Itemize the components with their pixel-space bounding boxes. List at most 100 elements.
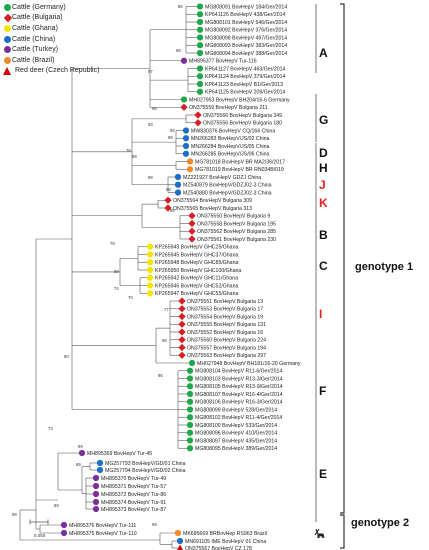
clade-label-i: I [319, 307, 322, 321]
tip-marker-bulgaria [178, 351, 186, 359]
tip-label: MG808097 BovHepV 435/Ger/2014 [195, 438, 277, 444]
legend-item: Cattle (Germany) [3, 2, 153, 13]
tip-marker-bulgaria [178, 312, 186, 321]
legend-marker-germany [4, 3, 11, 11]
tip-marker-ghana [146, 290, 154, 297]
bootstrap-label: 99 [168, 135, 173, 140]
genotype-bracket [340, 514, 345, 549]
tip-label: MN266284 BovHepV/JS/05 China [191, 144, 270, 150]
tip-label: MH895370 BovHepV Tur-49 [101, 476, 166, 482]
bootstrap-label: 70 [128, 295, 133, 300]
tip-label: MH027953 BovHepV BH204/16-6 Germany [189, 97, 290, 103]
bootstrap-label: 98 [152, 106, 157, 111]
tip-marker-china [96, 466, 104, 474]
bootstrap-label: 99 [78, 444, 83, 449]
bootstrap-label: 95 [158, 373, 163, 378]
tip-label: KP641125 BovHepV 209/Ger/2014 [205, 90, 285, 96]
tip-label: MH027948 BovHepV BH181/16-20 Germany [197, 361, 301, 367]
tip-marker-turkey [180, 57, 188, 64]
bootstrap-label: 89 [76, 462, 81, 467]
tip-marker-bulgaria [188, 219, 196, 228]
tip-label: MG808096 BovHepV 410/Ger/2014 [195, 431, 277, 437]
tip-label: ON375564 BovHepV Bulgaria 309 [173, 198, 252, 204]
clade-label-d: D [319, 146, 328, 160]
clade-label-f: F [319, 384, 326, 398]
clade-label-j: J [319, 178, 326, 192]
tip-marker-germany [196, 49, 204, 57]
tip-label: ON375554 BovHepV Bulgaria 19 [187, 314, 263, 320]
tip-marker-bulgaria [178, 297, 186, 305]
tip-label: MG808094 BovHepV 388/Ger/2014 [205, 51, 287, 57]
legend-label: Cattle (Turkey) [12, 46, 59, 54]
tip-marker-china [182, 150, 190, 157]
scale-bar-label: 0.050 [34, 533, 46, 538]
tip-marker-bulgaria [164, 204, 172, 212]
legend-label: Cattle (Ghana) [12, 24, 58, 32]
tip-label: ON375555 BovHepV Bulgaria 131 [187, 322, 266, 328]
tip-marker-germany [186, 445, 194, 452]
tip-marker-turkey [78, 449, 86, 457]
tip-label: MG808095 BovHepV 389/Ger/2014 [195, 446, 277, 452]
legend-item: Cattle (Brazil) [3, 55, 153, 66]
tip-label: MZ221927 BovHepV GDZJ China [183, 175, 261, 181]
tip-marker-germany [196, 26, 204, 33]
tip-label: MH895376 BovHepV Tur-111 [69, 523, 136, 529]
tip-label: MG808106 BovHepV R16-3/Ger/2014 [195, 400, 283, 406]
tip-marker-ghana [146, 282, 154, 289]
tip-marker-germany [196, 88, 204, 95]
tip-marker-germany [186, 429, 194, 436]
tip-label: ON375550 BovHepV Bulgaria 9 [197, 214, 270, 220]
tip-marker-china [174, 189, 182, 196]
tip-label: ON375552 BovHepV Bulgaria 16 [187, 330, 263, 336]
bootstrap-label: 76 [126, 148, 131, 153]
tip-marker-turkey [92, 498, 100, 506]
tip-label: MH895377 BovHepV Tur-116 [189, 59, 257, 65]
tip-label: MG808092 BovHepV 376/Ger/2014 [205, 28, 287, 34]
tip-markers [60, 3, 204, 550]
scale-bar: 0.050 [29, 519, 49, 538]
tip-marker-china [182, 135, 190, 142]
bootstrap-label: 74 [114, 286, 119, 291]
tip-marker-brazil [186, 166, 194, 173]
tip-marker-bulgaria [188, 227, 196, 235]
tip-marker-germany [196, 73, 204, 80]
tip-label: MN691105 IME BovHepV 01 China [185, 539, 266, 545]
clade-label-b: B [319, 228, 328, 242]
tip-label: MG808098 BovHepV 497/Ger/2014 [205, 35, 287, 41]
tip-marker-germany [186, 367, 194, 374]
genotype-label: genotype 2 [351, 517, 409, 529]
tip-marker-bulgaria [178, 328, 186, 336]
tip-label: MH895373 BovHepV Tur-87 [101, 507, 166, 513]
bootstrap-label: 93 [148, 122, 153, 127]
bootstrap-label: 77 [164, 307, 169, 312]
tip-label: ON375551 BovHepV Bulgaria 13 [187, 299, 263, 305]
legend-label: Cattle (Bulgaria) [12, 14, 63, 22]
tip-label: ON375557 BovHepV Bulgaria 194 [187, 345, 266, 351]
tip-label: MG808107 BovHepV R16-4/Ger/2014 [195, 392, 283, 398]
tip-label: ON375561 BovHepV Bulgaria 230 [197, 237, 276, 243]
tip-label: MZ540880 BovHepV/GDZJ02-3 China [183, 190, 272, 196]
tip-marker-turkey [92, 482, 100, 490]
tip-label: MG808105 BovHepV R13-9/Ger/2014 [195, 384, 283, 390]
bootstrap-label: 99 [114, 269, 119, 274]
genotype-label: genotype 1 [355, 261, 413, 273]
clade-label-a: A [319, 46, 328, 60]
legend-item: Red deer (Czech Republic) [3, 66, 153, 77]
tip-marker-turkey [60, 529, 68, 537]
tip-marker-turkey [60, 521, 68, 529]
tip-label: MG781019 BovHepV BR RN034B/019 [195, 167, 284, 173]
tip-marker-red-deer [177, 544, 183, 550]
tip-label: MG808103 BovHepV R13-3/Ger/2014 [195, 376, 283, 382]
tip-marker-ghana [146, 243, 154, 250]
legend-marker-turkey [4, 46, 11, 54]
tip-marker-china [96, 459, 104, 467]
tip-label: ON375559 BovHepV Bulgaria 211 [189, 105, 268, 111]
bootstrap-label: 98 [170, 208, 175, 213]
tip-marker-germany [186, 383, 194, 390]
tip-label: KP641126 BovHepV 438/Ger/2014 [205, 12, 285, 18]
tip-label: KP265950 BovHepV GHC100/Ghana [155, 268, 241, 274]
bootstrap-label: 85 [178, 4, 183, 9]
bootstrap-label: 99 [132, 154, 137, 159]
bootstrap-label: 99 [12, 512, 17, 517]
